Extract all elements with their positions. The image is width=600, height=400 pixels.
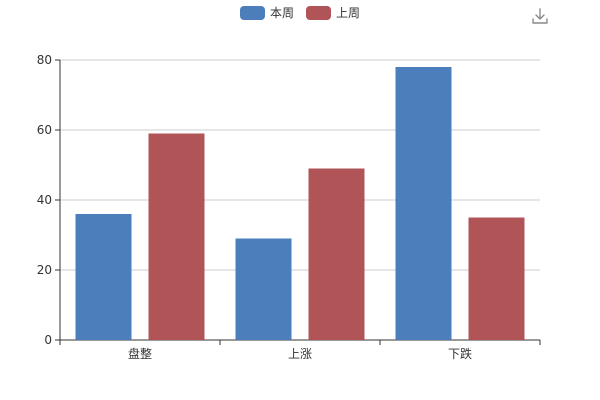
legend-swatch-this-week — [239, 5, 265, 20]
bar-this-week — [75, 214, 132, 340]
bar-last-week — [468, 217, 525, 340]
chart-legend: 本周 上周 — [0, 4, 600, 21]
bar-last-week — [148, 133, 205, 340]
x-tick-label: 盘整 — [128, 346, 152, 361]
y-tick-label: 20 — [37, 263, 52, 277]
legend-item-last-week[interactable]: 上周 — [306, 4, 360, 21]
legend-item-this-week[interactable]: 本周 — [239, 4, 294, 21]
x-tick-label: 上涨 — [288, 346, 312, 361]
bar-last-week — [308, 168, 365, 340]
legend-label-last-week: 上周 — [336, 6, 361, 20]
bar-this-week — [395, 67, 452, 340]
y-tick-label: 80 — [37, 53, 52, 67]
legend-label-this-week: 本周 — [269, 6, 294, 20]
y-tick-label: 40 — [37, 193, 52, 207]
y-tick-label: 0 — [44, 333, 52, 347]
x-tick-label: 下跌 — [448, 346, 472, 361]
download-icon[interactable] — [530, 6, 550, 26]
bar-this-week — [235, 238, 292, 340]
legend-swatch-last-week — [306, 5, 331, 20]
y-tick-label: 60 — [37, 123, 52, 137]
